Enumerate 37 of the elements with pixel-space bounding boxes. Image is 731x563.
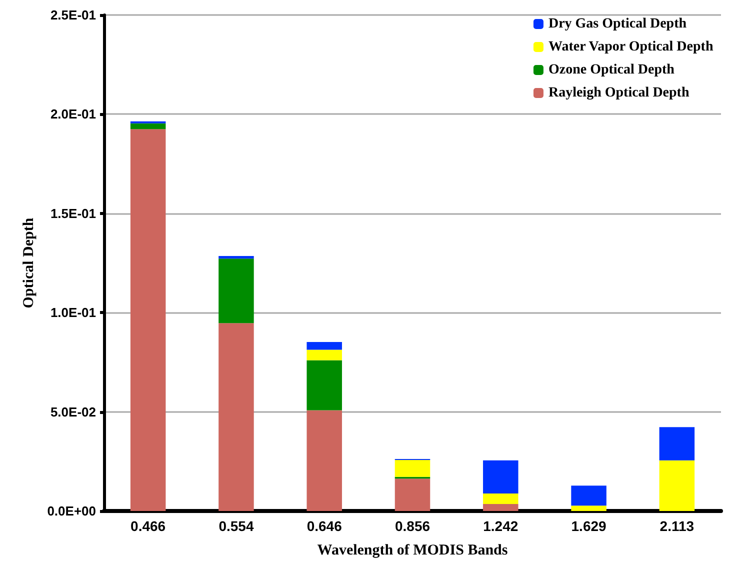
bar (483, 504, 518, 511)
bar (394, 478, 430, 511)
x-tick-label: 1.629 (571, 518, 607, 534)
x-tick-label: 0.554 (218, 518, 254, 534)
bar (483, 460, 518, 494)
x-tick-label: 0.646 (306, 518, 342, 534)
bar (130, 129, 166, 511)
y-tick-label: 1.5E-01 (50, 206, 96, 221)
y-tick-label: 5.0E-02 (50, 404, 96, 420)
bar (571, 506, 606, 511)
x-tick-label: 2.113 (660, 518, 694, 534)
bar (306, 350, 342, 360)
bar (394, 460, 430, 477)
bar (130, 123, 166, 130)
y-tick-label: 1.0E-01 (50, 305, 96, 320)
bar (218, 258, 254, 324)
x-tick-label: 1.242 (483, 518, 518, 534)
bar (483, 494, 518, 504)
x-tick-label: 0.856 (394, 518, 430, 534)
y-tick-label: 2.0E-01 (50, 106, 96, 122)
bar (659, 460, 695, 511)
legend-label: Water Vapor Optical Depth (548, 40, 714, 54)
y-axis-title: Optical Depth (20, 217, 37, 308)
bar (218, 323, 254, 511)
bar (659, 427, 695, 460)
legend-label: Rayleigh Optical Depth (548, 86, 690, 100)
bar (218, 256, 254, 259)
bar (306, 360, 342, 410)
y-tick-label: 0.0E+00 (47, 504, 96, 518)
legend-label: Ozone Optical Depth (548, 62, 675, 78)
legend-label: Dry Gas Optical Depth (548, 16, 687, 32)
bar (571, 486, 606, 506)
x-tick-label: 0.466 (130, 518, 166, 534)
bar (306, 410, 342, 511)
bar (306, 342, 342, 350)
x-axis-title: Wavelength of MODIS Bands (317, 542, 508, 558)
y-tick-label: 2.5E-01 (50, 8, 96, 22)
